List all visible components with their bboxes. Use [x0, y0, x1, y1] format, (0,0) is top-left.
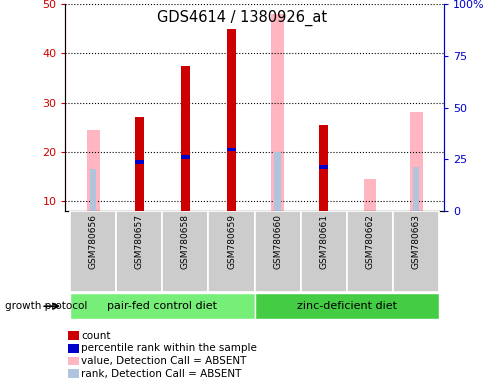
Bar: [227, 147, 236, 151]
Text: GSM780662: GSM780662: [365, 214, 374, 269]
Bar: [363, 179, 376, 211]
Bar: [90, 169, 96, 211]
Text: percentile rank within the sample: percentile rank within the sample: [81, 343, 257, 353]
Bar: [412, 167, 419, 211]
Bar: [162, 211, 208, 292]
Bar: [346, 211, 392, 292]
Text: GSM780663: GSM780663: [411, 214, 420, 270]
Text: growth protocol: growth protocol: [5, 301, 87, 311]
Bar: [116, 211, 162, 292]
Bar: [300, 211, 346, 292]
Bar: [409, 113, 422, 211]
Bar: [254, 211, 300, 292]
Text: pair-fed control diet: pair-fed control diet: [107, 301, 217, 311]
Bar: [392, 211, 438, 292]
Text: rank, Detection Call = ABSENT: rank, Detection Call = ABSENT: [81, 369, 242, 379]
Bar: [181, 66, 190, 211]
Text: zinc-deficient diet: zinc-deficient diet: [296, 301, 396, 311]
Bar: [274, 152, 280, 211]
Bar: [318, 125, 328, 211]
Bar: [135, 160, 144, 164]
Text: GSM780660: GSM780660: [272, 214, 282, 270]
Bar: [254, 293, 438, 319]
Text: GSM780657: GSM780657: [135, 214, 143, 270]
Bar: [318, 165, 328, 169]
Text: GSM780661: GSM780661: [318, 214, 328, 270]
Text: GSM780658: GSM780658: [181, 214, 190, 270]
Bar: [135, 118, 144, 211]
Bar: [181, 155, 190, 159]
Bar: [271, 14, 284, 211]
Bar: [227, 28, 236, 211]
Text: GDS4614 / 1380926_at: GDS4614 / 1380926_at: [157, 10, 327, 26]
Text: count: count: [81, 331, 111, 341]
Text: value, Detection Call = ABSENT: value, Detection Call = ABSENT: [81, 356, 246, 366]
Bar: [70, 211, 116, 292]
Bar: [87, 130, 99, 211]
Bar: [70, 293, 254, 319]
Text: GSM780656: GSM780656: [89, 214, 97, 270]
Bar: [208, 211, 254, 292]
Text: GSM780659: GSM780659: [227, 214, 236, 270]
